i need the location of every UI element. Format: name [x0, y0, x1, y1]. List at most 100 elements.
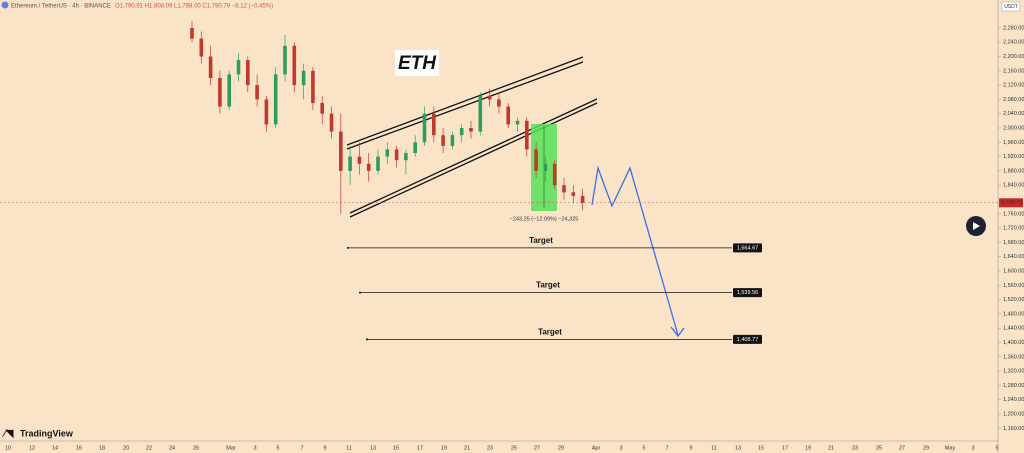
price-label: 1,600.00 [1003, 268, 1024, 274]
time-label: 14 [52, 445, 58, 451]
candle-body [255, 85, 259, 100]
ohlc: O1,790.91 H1,808.09 L1,788.00 C1,790.79 … [115, 4, 273, 10]
projection [591, 165, 679, 336]
candle-body [469, 128, 473, 132]
candle-body [404, 153, 408, 161]
time-label: 7 [665, 445, 668, 451]
target-price: 1,539.56 [737, 290, 758, 296]
price-label: 2,240.00 [1003, 40, 1024, 46]
symbol-icon [1, 1, 9, 9]
candle-body [487, 95, 492, 100]
price-label: 1,360.00 [1003, 354, 1024, 360]
candle-body [329, 113, 334, 132]
candle-body [459, 128, 464, 136]
price-label: 1,680.00 [1003, 240, 1024, 246]
price-label: 1,560.00 [1003, 283, 1024, 289]
candle-body [208, 56, 213, 78]
candle-body [580, 195, 585, 203]
target-tag [733, 334, 762, 344]
candle-body [432, 113, 436, 136]
candle-body [292, 45, 297, 86]
candle-body [227, 74, 231, 107]
price-label: 2,000.00 [1003, 125, 1024, 131]
time-label: 3 [253, 445, 256, 451]
price-label: 1,960.00 [1003, 140, 1024, 146]
time-label: 24 [169, 445, 175, 451]
candle-body [273, 74, 278, 125]
target-label: Target [536, 281, 560, 290]
target-price: 1,664.67 [737, 245, 758, 251]
candle-body [534, 149, 538, 171]
time-label: 23 [852, 445, 858, 451]
time-label: 18 [99, 445, 105, 451]
candle-body [320, 102, 324, 114]
currency-box [1001, 1, 1021, 12]
target-tag [733, 288, 762, 298]
candle-body [246, 60, 250, 86]
price-label: 1,880.00 [1003, 168, 1024, 174]
time-label: Apr [592, 445, 601, 451]
time-label: 12 [29, 445, 35, 451]
time-label: 19 [805, 445, 811, 451]
currency: USDT [1004, 4, 1018, 10]
target-label: Target [538, 327, 562, 336]
watermark-box [395, 50, 439, 76]
time-label: 25 [876, 445, 882, 451]
price-label: 1,320.00 [1003, 369, 1024, 375]
channel-line [346, 56, 584, 146]
candle-body [497, 99, 501, 107]
price-label: 1,520.00 [1003, 297, 1024, 303]
time-label: 16 [76, 445, 82, 451]
brand: TradingView [20, 428, 74, 438]
candle-body [525, 120, 529, 150]
time-label: 27 [899, 445, 905, 451]
time-label: 22 [146, 445, 152, 451]
candle-body [264, 99, 269, 125]
candle-body [199, 38, 204, 57]
price-label: 2,200.00 [1003, 54, 1024, 60]
candle-body [366, 163, 371, 171]
candle-body [385, 149, 390, 157]
time-label: 20 [123, 445, 129, 451]
candle-body [301, 70, 306, 86]
candle-body [348, 156, 352, 171]
candle-body [552, 163, 557, 186]
time-label: 11 [711, 445, 717, 451]
candle-body [339, 131, 343, 171]
candle-body [190, 27, 194, 39]
time-label: 5 [642, 445, 645, 451]
price-label: 1,480.00 [1003, 311, 1024, 317]
price-label: 1,760.00 [1003, 211, 1024, 217]
price-label: 1,280.00 [1003, 383, 1024, 389]
candle-body [506, 106, 510, 125]
brand-logo: ⁄◥ TradingView [2, 428, 74, 439]
measure-label: −243.25 (−12.09%) −24,325 [510, 216, 579, 222]
price-label: 1,200.00 [1003, 411, 1024, 417]
candle-body [357, 156, 362, 164]
candle-body [478, 95, 483, 132]
price-label: 1,720.00 [1003, 226, 1024, 232]
time-label: 17 [417, 445, 423, 451]
time-label: 19 [441, 445, 447, 451]
candle-body [515, 120, 520, 125]
time-label: 9 [323, 445, 326, 451]
time-label: 5 [276, 445, 279, 451]
time-label: 7 [300, 445, 303, 451]
time-label: 26 [193, 445, 199, 451]
logo-mark: ⁄◥ [2, 429, 14, 440]
candle-body [394, 149, 399, 161]
time-label: 29 [923, 445, 929, 451]
time-label: May [945, 445, 956, 451]
time-label: 15 [758, 445, 764, 451]
time-label: 3 [619, 445, 622, 451]
candle-body [218, 77, 222, 107]
time-label: 13 [370, 445, 376, 451]
price-label: 1,840.00 [1003, 183, 1024, 189]
symbol: Ethereum / TetherUS · 4h · BINANCE [11, 4, 111, 10]
time-label: 23 [487, 445, 493, 451]
candle-body [571, 192, 576, 196]
channel-line [349, 98, 598, 214]
candle-body [311, 70, 315, 103]
